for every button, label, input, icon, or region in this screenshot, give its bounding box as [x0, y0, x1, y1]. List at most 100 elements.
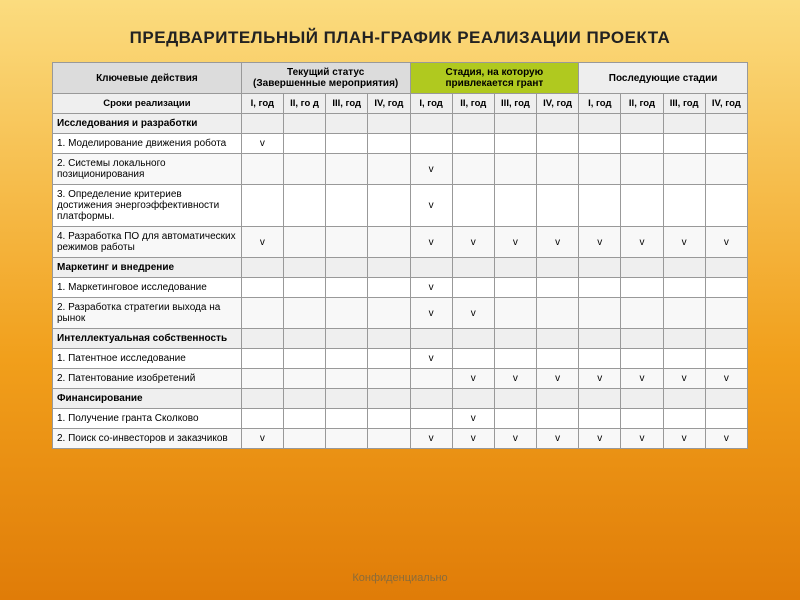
- row-label: 1. Моделирование движения робота: [53, 134, 242, 154]
- section-cell: [410, 258, 452, 278]
- plan-cell: [368, 278, 410, 298]
- section-label: Маркетинг и внедрение: [53, 258, 242, 278]
- plan-cell: v: [494, 227, 536, 258]
- plan-cell: [241, 278, 283, 298]
- plan-cell: [410, 409, 452, 429]
- plan-cell: [283, 349, 325, 369]
- plan-cell: v: [537, 369, 579, 389]
- plan-cell: [705, 298, 747, 329]
- plan-cell: [368, 154, 410, 185]
- plan-cell: v: [241, 134, 283, 154]
- hdr-year: IV, год: [537, 94, 579, 114]
- plan-cell: [283, 278, 325, 298]
- section-cell: [621, 329, 663, 349]
- section-label: Исследования и разработки: [53, 114, 242, 134]
- plan-cell: [326, 409, 368, 429]
- plan-cell: [579, 409, 621, 429]
- plan-cell: [283, 227, 325, 258]
- plan-cell: [283, 429, 325, 449]
- section-cell: [368, 389, 410, 409]
- plan-cell: [283, 298, 325, 329]
- plan-cell: [537, 409, 579, 429]
- hdr-year: II, год: [452, 94, 494, 114]
- section-cell: [579, 258, 621, 278]
- section-cell: [663, 258, 705, 278]
- plan-cell: [579, 185, 621, 227]
- section-cell: [241, 389, 283, 409]
- plan-cell: [705, 154, 747, 185]
- section-cell: [494, 329, 536, 349]
- hdr-year: III, год: [663, 94, 705, 114]
- plan-cell: [663, 278, 705, 298]
- plan-cell: [663, 134, 705, 154]
- section-cell: [663, 389, 705, 409]
- hdr-year: I, год: [241, 94, 283, 114]
- section-cell: [283, 258, 325, 278]
- section-cell: [705, 114, 747, 134]
- row-label: 1. Маркетинговое исследование: [53, 278, 242, 298]
- section-cell: [537, 114, 579, 134]
- plan-cell: [326, 185, 368, 227]
- plan-cell: [452, 185, 494, 227]
- plan-cell: v: [410, 349, 452, 369]
- section-cell: [579, 389, 621, 409]
- plan-cell: [452, 154, 494, 185]
- row-label: 2. Поиск со-инвесторов и заказчиков: [53, 429, 242, 449]
- plan-cell: v: [621, 369, 663, 389]
- plan-cell: [241, 349, 283, 369]
- plan-cell: [368, 134, 410, 154]
- plan-cell: [621, 409, 663, 429]
- plan-cell: v: [452, 298, 494, 329]
- plan-cell: v: [410, 154, 452, 185]
- plan-cell: v: [537, 429, 579, 449]
- plan-cell: [494, 409, 536, 429]
- section-cell: [452, 258, 494, 278]
- plan-cell: v: [621, 227, 663, 258]
- hdr-group-grant: Стадия, на которую привлекается грант: [410, 63, 579, 94]
- section-cell: [452, 114, 494, 134]
- section-cell: [621, 389, 663, 409]
- plan-cell: [705, 134, 747, 154]
- section-cell: [705, 258, 747, 278]
- plan-cell: [326, 154, 368, 185]
- plan-cell: [621, 134, 663, 154]
- plan-cell: v: [410, 298, 452, 329]
- section-cell: [283, 329, 325, 349]
- hdr-year: I, год: [579, 94, 621, 114]
- plan-cell: [368, 298, 410, 329]
- section-cell: [326, 258, 368, 278]
- plan-cell: v: [579, 369, 621, 389]
- plan-cell: [663, 298, 705, 329]
- plan-cell: [579, 278, 621, 298]
- section-cell: [579, 329, 621, 349]
- plan-cell: v: [663, 227, 705, 258]
- plan-cell: [368, 185, 410, 227]
- plan-cell: v: [621, 429, 663, 449]
- plan-cell: [241, 154, 283, 185]
- hdr-group-status: Текущий статус (Завершенные мероприятия): [241, 63, 410, 94]
- hdr-year: IV, год: [368, 94, 410, 114]
- hdr-timeline: Сроки реализации: [53, 94, 242, 114]
- plan-cell: [621, 278, 663, 298]
- plan-cell: [705, 409, 747, 429]
- section-cell: [410, 329, 452, 349]
- plan-cell: [705, 349, 747, 369]
- plan-cell: [705, 185, 747, 227]
- plan-cell: [452, 349, 494, 369]
- plan-cell: [326, 429, 368, 449]
- plan-cell: [283, 185, 325, 227]
- section-label: Интеллектуальная собственность: [53, 329, 242, 349]
- plan-cell: v: [579, 227, 621, 258]
- plan-cell: v: [705, 227, 747, 258]
- section-cell: [241, 329, 283, 349]
- plan-cell: v: [241, 227, 283, 258]
- section-cell: [368, 329, 410, 349]
- section-cell: [326, 389, 368, 409]
- section-cell: [537, 389, 579, 409]
- section-cell: [663, 114, 705, 134]
- plan-cell: v: [410, 185, 452, 227]
- hdr-year: II, го д: [283, 94, 325, 114]
- plan-cell: [410, 134, 452, 154]
- plan-cell: [537, 134, 579, 154]
- plan-cell: [494, 278, 536, 298]
